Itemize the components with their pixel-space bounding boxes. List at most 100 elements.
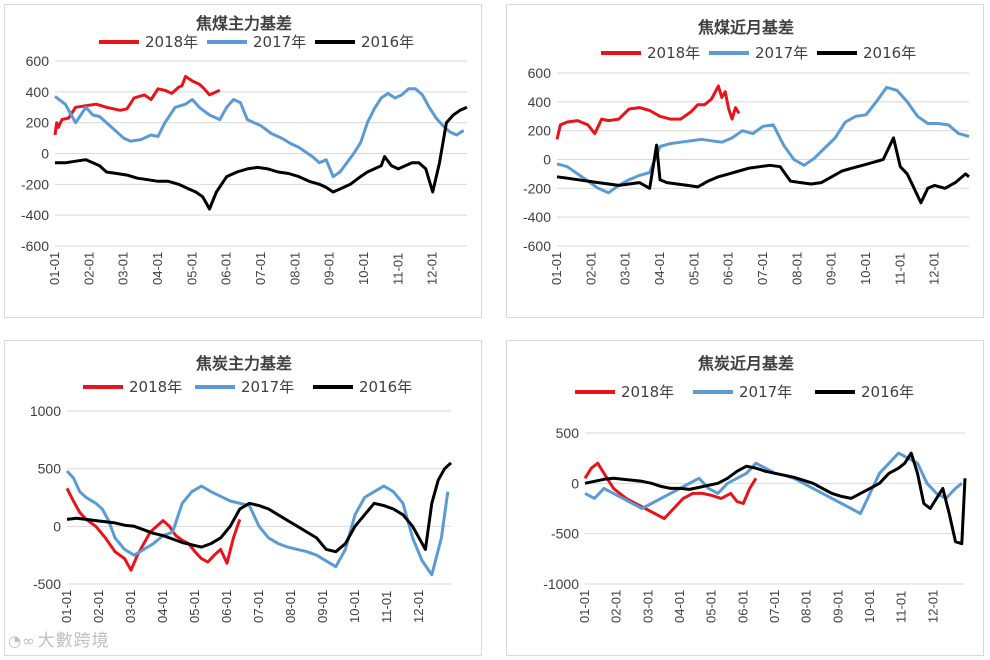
x-tick-label: 09-01 [322, 252, 337, 285]
y-tick-label: -400 [523, 209, 551, 225]
y-tick-label: -600 [523, 238, 551, 254]
x-tick-label: 03-01 [123, 590, 138, 623]
y-tick-label: 500 [38, 461, 62, 477]
y-tick-label: -200 [21, 176, 49, 192]
x-tick-label: 01-01 [549, 252, 564, 285]
legend-label: 2016年 [359, 378, 412, 396]
y-tick-label: -1000 [543, 576, 579, 592]
y-tick-label: -600 [21, 238, 49, 254]
chart-title: 焦煤主力基差 [195, 14, 292, 33]
y-tick-label: -500 [551, 526, 579, 542]
x-tick-label: 04-01 [672, 590, 687, 623]
chart-title: 焦炭近月基差 [697, 354, 794, 373]
x-tick-label: 10-01 [347, 590, 362, 623]
y-tick-label: -400 [21, 207, 49, 223]
y-tick-label: 1000 [30, 403, 61, 419]
x-tick-label: 04-01 [155, 590, 170, 623]
watermark: ◔∞ 大數跨境 [8, 626, 110, 651]
x-tick-label: 02-01 [609, 590, 624, 623]
x-tick-label: 07-01 [767, 590, 782, 623]
chart-title: 焦煤近月基差 [697, 18, 794, 37]
x-tick-label: 11-01 [892, 253, 907, 285]
x-tick-label: 10-01 [356, 252, 371, 285]
legend-label: 2017年 [755, 44, 808, 62]
chart-panel-coke-near: 焦炭近月基差 500 0 -500 -1000 01-01 02-01 03-01 04-01 0… [506, 340, 984, 656]
x-tick-label: 11-01 [390, 253, 405, 285]
x-tick-label: 11-01 [894, 591, 909, 623]
legend-label: 2017年 [739, 383, 792, 401]
watermark-text: 大數跨境 [37, 631, 110, 651]
series-line-2018年 [53, 74, 221, 136]
series-line-2018年 [555, 84, 741, 140]
x-tick-label: 09-01 [824, 252, 839, 285]
x-tick-label: 08-01 [799, 590, 814, 623]
x-tick-label: 04-01 [652, 252, 667, 285]
y-tick-label: 500 [556, 425, 580, 441]
series-line-2018年 [583, 461, 758, 521]
x-tick-label: 01-01 [59, 590, 74, 623]
x-tick-label: 09-01 [315, 590, 330, 623]
x-tick-label: 06-01 [219, 252, 234, 285]
x-tick-label: 10-01 [862, 590, 877, 623]
chart-panel-coking-coal-near: 焦煤近月基差 600 400 200 0 -200 -400 -600 01-01 02-01 03… [506, 4, 984, 318]
x-tick-label: 06-01 [735, 590, 750, 623]
series-line-2016年 [556, 136, 970, 205]
chart-panel-coking-coal-main: 焦煤主力基差 600 400 200 0 -200 -400 -600 01-01 02-01 03… [4, 4, 482, 318]
legend-label: 2017年 [253, 33, 306, 51]
x-tick-label: 07-01 [253, 252, 268, 285]
x-tick-label: 07-01 [755, 252, 770, 285]
y-tick-label: -200 [523, 180, 551, 196]
legend-label: 2016年 [861, 383, 914, 401]
y-tick-label: 200 [528, 123, 552, 139]
legend-label: 2016年 [361, 33, 414, 51]
x-tick-label: 03-01 [116, 252, 131, 285]
legend-label: 2018年 [621, 383, 674, 401]
x-tick-label: 05-01 [704, 590, 719, 623]
series-line-2017年 [556, 85, 970, 195]
legend-label: 2018年 [129, 378, 182, 396]
x-tick-label: 12-01 [927, 252, 942, 285]
x-tick-label: 03-01 [618, 252, 633, 285]
x-tick-label: 01-01 [577, 590, 592, 623]
series-line-2016年 [584, 451, 967, 546]
x-tick-label: 05-01 [686, 252, 701, 285]
x-tick-label: 08-01 [789, 252, 804, 285]
x-tick-label: 02-01 [91, 590, 106, 623]
x-tick-label: 04-01 [150, 252, 165, 285]
series-line-2017年 [65, 469, 450, 577]
x-tick-label: 11-01 [379, 591, 394, 623]
y-tick-label: 400 [26, 84, 50, 100]
x-tick-label: 06-01 [219, 590, 234, 623]
chart-title: 焦炭主力基差 [195, 354, 292, 373]
y-tick-label: 0 [41, 146, 49, 162]
legend-label: 2016年 [863, 44, 916, 62]
x-tick-label: 06-01 [721, 252, 736, 285]
legend-label: 2017年 [241, 378, 294, 396]
x-tick-label: 12-01 [411, 590, 426, 623]
x-tick-label: 02-01 [81, 252, 96, 285]
y-tick-label: 0 [571, 475, 579, 491]
x-tick-label: 12-01 [425, 252, 440, 285]
series-line-2018年 [65, 487, 242, 572]
legend-label: 2018年 [145, 33, 198, 51]
series-line-2017年 [54, 87, 465, 179]
y-tick-label: 600 [26, 53, 50, 69]
watermark-logo-icon: ◔∞ [8, 632, 36, 650]
x-tick-label: 03-01 [640, 590, 655, 623]
x-tick-label: 05-01 [187, 590, 202, 623]
x-tick-label: 02-01 [583, 252, 598, 285]
legend-label: 2018年 [647, 44, 700, 62]
y-tick-label: -500 [33, 576, 61, 592]
x-tick-label: 09-01 [830, 590, 845, 623]
y-tick-label: 600 [528, 65, 552, 81]
x-tick-label: 01-01 [47, 252, 62, 285]
x-tick-label: 10-01 [858, 252, 873, 285]
x-tick-label: 08-01 [287, 252, 302, 285]
y-tick-label: 0 [53, 518, 61, 534]
x-tick-label: 12-01 [925, 590, 940, 623]
chart-panel-coke-main: 焦炭主力基差 1000 500 0 -500 01-01 02-01 03-01 04-01 05… [4, 340, 482, 656]
series-line-2016年 [55, 105, 468, 211]
